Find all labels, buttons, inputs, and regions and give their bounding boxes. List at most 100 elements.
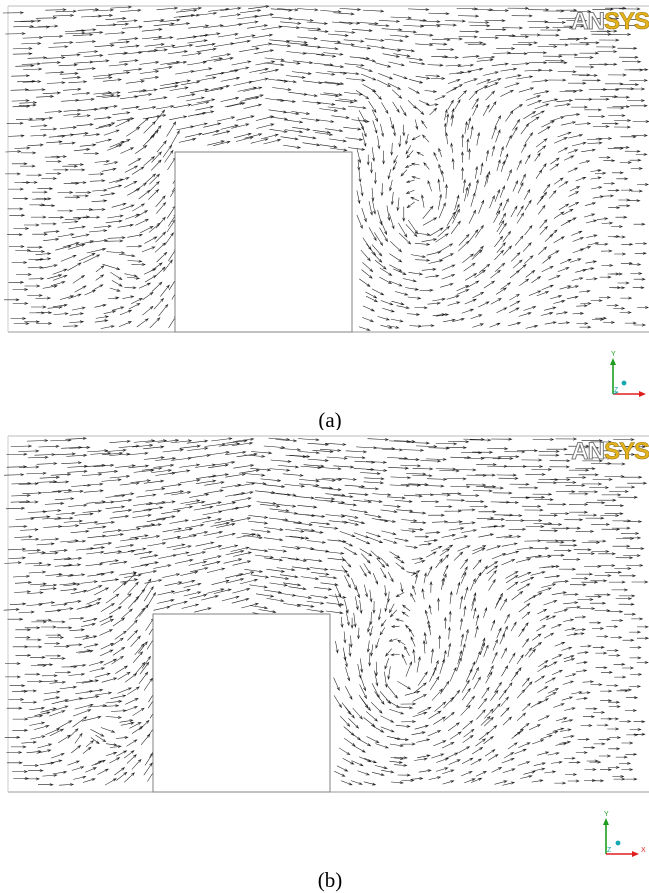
velocity-vector [475, 224, 484, 238]
velocity-vector [7, 233, 23, 237]
velocity-vector [620, 261, 633, 265]
velocity-vector [602, 194, 615, 198]
velocity-vector [366, 736, 380, 744]
velocity-vector [551, 591, 567, 595]
velocity-vector [10, 88, 30, 92]
velocity-vector [548, 61, 568, 65]
velocity-vector [469, 24, 491, 28]
velocity-vector [598, 16, 620, 20]
velocity-vector [395, 562, 405, 570]
velocity-vector [9, 684, 26, 688]
velocity-vector [491, 767, 503, 773]
velocity-vector [619, 719, 632, 723]
velocity-vector [156, 201, 167, 214]
velocity-vector [632, 120, 649, 123]
velocity-vector [594, 574, 612, 578]
velocity-vector [458, 35, 478, 39]
velocity-vector [143, 762, 153, 776]
velocity-vector [21, 42, 42, 45]
velocity-vector [176, 8, 198, 13]
velocity-vector [202, 130, 220, 135]
velocity-vector [194, 607, 212, 613]
velocity-vector [280, 61, 301, 65]
velocity-vector [99, 104, 118, 109]
velocity-vector [128, 89, 147, 93]
velocity-vector [378, 19, 401, 23]
velocity-vector [127, 451, 149, 456]
velocity-vector [284, 484, 306, 488]
velocity-vector [52, 770, 68, 775]
velocity-vector [421, 588, 425, 600]
velocity-vector [69, 312, 84, 316]
velocity-vector [249, 584, 268, 589]
velocity-vector [425, 551, 437, 558]
velocity-vector [590, 440, 612, 444]
velocity-vector [81, 622, 96, 627]
velocity-vector [171, 491, 192, 496]
velocity-vector [101, 167, 117, 172]
velocity-vector [483, 607, 488, 618]
velocity-vector [615, 597, 633, 601]
velocity-vector [471, 597, 476, 611]
velocity-vector [364, 513, 382, 518]
velocity-vector [5, 675, 21, 679]
velocity-vector [516, 205, 524, 217]
velocity-vector [498, 212, 506, 226]
velocity-vector [507, 6, 530, 10]
velocity-vector [355, 90, 370, 100]
velocity-vector [603, 181, 616, 185]
velocity-vector [600, 768, 612, 772]
velocity-vector [138, 604, 149, 617]
velocity-vector [472, 489, 493, 493]
velocity-vector [124, 673, 138, 683]
velocity-vector [521, 677, 530, 687]
velocity-vector [321, 487, 342, 491]
velocity-vector [471, 746, 484, 755]
velocity-vector [70, 663, 87, 667]
velocity-vector [395, 592, 405, 598]
velocity-vector [30, 305, 47, 309]
velocity-vector [70, 589, 88, 595]
velocity-vector [449, 590, 453, 605]
velocity-vector [53, 41, 74, 44]
velocity-vector [392, 268, 407, 275]
velocity-vector [520, 576, 535, 584]
velocity-vector [377, 316, 390, 321]
velocity-vector [539, 219, 548, 229]
velocity-vector [135, 607, 146, 620]
velocity-vector [345, 667, 350, 682]
velocity-vector [41, 674, 58, 678]
velocity-vector [374, 62, 392, 68]
velocity-vector [86, 248, 107, 254]
velocity-vector [443, 318, 456, 323]
velocity-vector [623, 17, 645, 21]
velocity-vector [250, 605, 269, 610]
velocity-vector [214, 518, 235, 524]
velocity-vector [502, 198, 509, 211]
velocity-field-a [2, 5, 649, 333]
velocity-vector [8, 524, 28, 528]
velocity-vector [27, 455, 49, 459]
velocity-vector [89, 208, 106, 211]
velocity-vector [93, 587, 110, 596]
velocity-vector [475, 771, 488, 777]
velocity-vector [100, 192, 116, 196]
velocity-vector [485, 149, 489, 162]
velocity-vector [95, 315, 110, 319]
velocity-vector [42, 284, 58, 289]
velocity-vector [75, 690, 94, 695]
velocity-vector [109, 474, 131, 479]
velocity-vector [181, 603, 200, 609]
velocity-vector [351, 45, 372, 50]
velocity-vector [425, 531, 441, 534]
velocity-vector [556, 480, 577, 484]
velocity-vector [619, 311, 632, 314]
velocity-vector [496, 473, 517, 477]
velocity-vector [196, 98, 216, 104]
velocity-vector [618, 495, 638, 499]
velocity-vector [127, 188, 141, 196]
velocity-vector [437, 178, 441, 192]
velocity-vector [626, 696, 639, 700]
velocity-vector [496, 242, 506, 253]
velocity-vector [360, 658, 364, 674]
